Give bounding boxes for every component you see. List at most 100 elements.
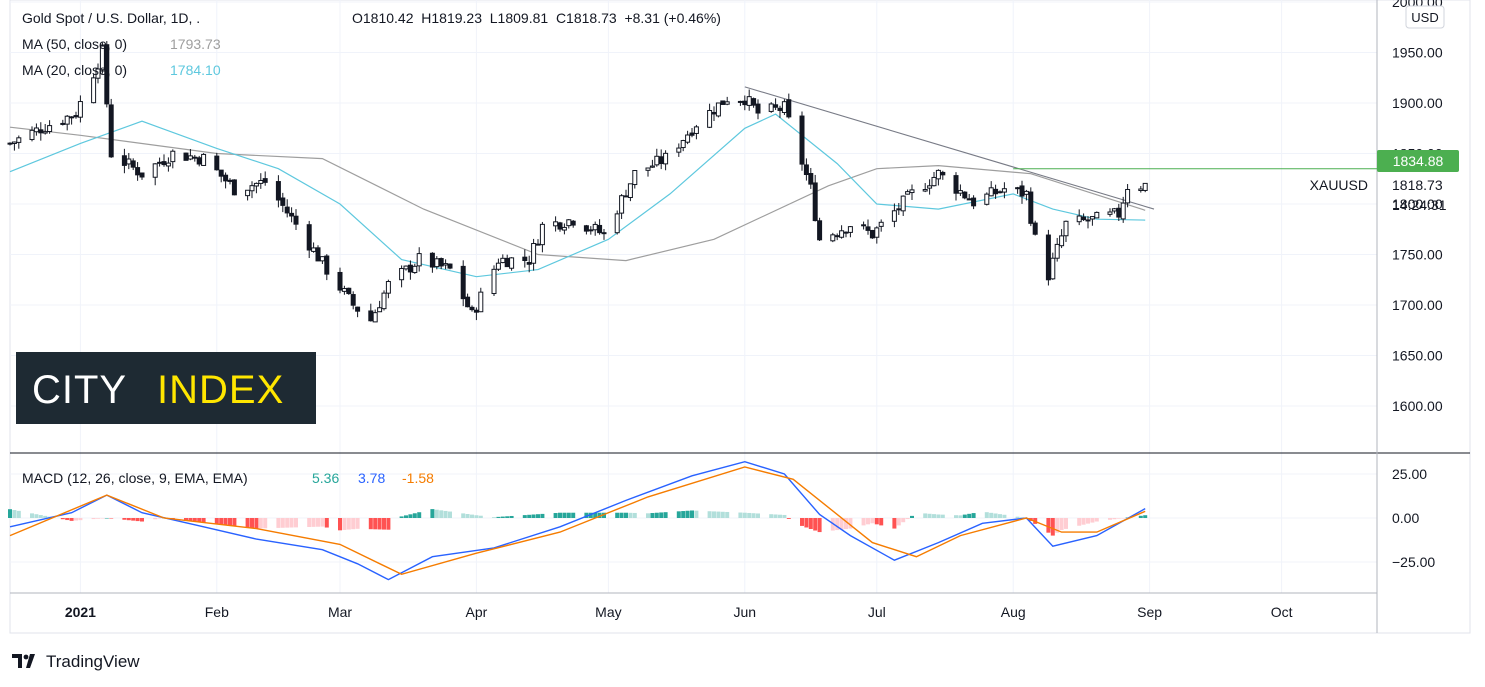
macd-hist-bar: [500, 516, 505, 518]
macd-hist-bar: [245, 518, 250, 528]
macd-hist-bar: [16, 510, 21, 518]
candle-body: [429, 252, 435, 268]
candle-body: [1107, 211, 1113, 215]
signal-line[interactable]: [9, 466, 1146, 576]
candle-body: [192, 156, 198, 159]
macd-hist-bar: [38, 515, 43, 518]
macd-hist-bar: [562, 512, 567, 518]
macd-hist-bar: [74, 518, 78, 521]
macd-hist-bar: [681, 511, 686, 518]
macd-hist-bar: [307, 518, 312, 528]
candle-body: [526, 262, 532, 265]
time-tick-May: May: [595, 604, 621, 620]
candle-body: [535, 243, 541, 246]
macd-hist-bar: [747, 512, 752, 518]
macd-tick-1: 0.00: [1392, 510, 1419, 526]
time-tick-Jun: Jun: [734, 604, 757, 620]
macd-line[interactable]: [9, 460, 1146, 581]
macd-hist-bar: [694, 510, 699, 518]
price-axis[interactable]: 2000.001950.001900.001850.001800.001750.…: [1392, 0, 1443, 414]
macd-hist-bar: [1020, 517, 1024, 518]
macd-hist-bar: [663, 512, 668, 518]
macd-hist-bar: [1143, 515, 1148, 518]
macd-hist-bar: [927, 513, 932, 518]
candle-body: [839, 230, 845, 238]
candle-body: [324, 255, 330, 275]
macd-hist-bar: [967, 513, 972, 518]
macd-hist-bar: [294, 518, 298, 528]
candle-body: [737, 100, 743, 103]
downtrend-line[interactable]: [744, 86, 1155, 210]
candle-body: [861, 224, 867, 227]
candle-body: [531, 243, 537, 264]
macd-hist-bar: [870, 518, 875, 524]
candle-body: [319, 256, 325, 262]
candle-body: [1050, 257, 1056, 280]
macd-hist-bar: [65, 518, 70, 521]
macd-hist-bar: [386, 518, 391, 530]
macd-tick-2: −25.00: [1392, 554, 1435, 570]
currency-label: USD: [1411, 10, 1438, 25]
candle-body: [152, 163, 158, 178]
price-tick-5: 1750.00: [1392, 247, 1443, 263]
candle-body: [11, 141, 17, 145]
macd-hist-bar: [848, 518, 853, 529]
macd-hist-bar: [69, 518, 74, 521]
macd-hist-bar: [368, 518, 373, 530]
ma50-legend-label[interactable]: MA (50, close, 0): [22, 36, 127, 52]
candle-body: [592, 223, 598, 231]
macd-hist-bar: [716, 511, 721, 518]
candle-body: [491, 268, 497, 295]
macd-legend-label[interactable]: MACD (12, 26, close, 9, EMA, EMA): [22, 470, 248, 486]
macd-hist-bar: [619, 512, 624, 518]
macd-axis[interactable]: 25.00 0.00 −25.00: [1392, 466, 1435, 570]
time-axis[interactable]: 2021 Feb Mar Apr May Jun Jul Aug Sep Oct: [65, 604, 1293, 620]
candle-body: [1045, 234, 1051, 281]
macd-hist-bar: [109, 518, 114, 519]
macd-hist-bar: [1055, 518, 1060, 533]
price-tick-7: 1650.00: [1392, 348, 1443, 364]
candle-body: [187, 155, 193, 160]
symbol-title[interactable]: Gold Spot / U.S. Dollar, 1D, .: [22, 10, 200, 26]
candle-body: [909, 189, 915, 194]
candle-body: [416, 253, 422, 267]
macd-hist-bar: [800, 518, 804, 526]
candles[interactable]: [7, 41, 1148, 323]
candle-body: [988, 187, 994, 197]
candle-body: [253, 182, 259, 187]
tradingview-brand[interactable]: TradingView: [12, 652, 140, 671]
tradingview-logo-icon: [12, 654, 22, 668]
ma20-line[interactable]: [9, 113, 1146, 278]
macd-hist-bar: [659, 512, 664, 518]
currency-box[interactable]: [1405, 5, 1445, 29]
macd-hist-bar: [338, 518, 342, 531]
ma20-legend-value: 1784.10: [170, 62, 221, 78]
macd-hist-bar: [280, 518, 285, 528]
countdown-label: 14:24:31: [1392, 197, 1447, 213]
candle-body: [1028, 191, 1034, 224]
macd-hist-bar: [879, 518, 884, 526]
macd-hist-bar: [197, 518, 202, 522]
macd-hist-bar: [646, 513, 650, 518]
candle-body: [64, 115, 70, 125]
candle-body: [751, 98, 757, 106]
macd-hist-bar: [1077, 518, 1082, 526]
candle-body: [808, 173, 814, 185]
candle-body: [685, 134, 691, 143]
macd-hist-bar: [443, 510, 448, 518]
candle-body: [817, 220, 823, 241]
candle-body: [905, 191, 911, 195]
candle-body: [500, 257, 506, 264]
macd-hist-bar: [738, 512, 743, 518]
candle-body: [350, 294, 356, 306]
candle-body: [368, 310, 374, 322]
macd-hist-bar: [588, 512, 593, 518]
candle-body: [931, 176, 937, 187]
macd-hist-bar: [817, 518, 822, 533]
candle-body: [940, 171, 946, 176]
macd-hist-bar: [527, 514, 532, 518]
macd-hist-bar: [104, 518, 109, 519]
ma20-legend-label[interactable]: MA (20, close, 0): [22, 62, 127, 78]
candle-body: [1054, 243, 1060, 259]
